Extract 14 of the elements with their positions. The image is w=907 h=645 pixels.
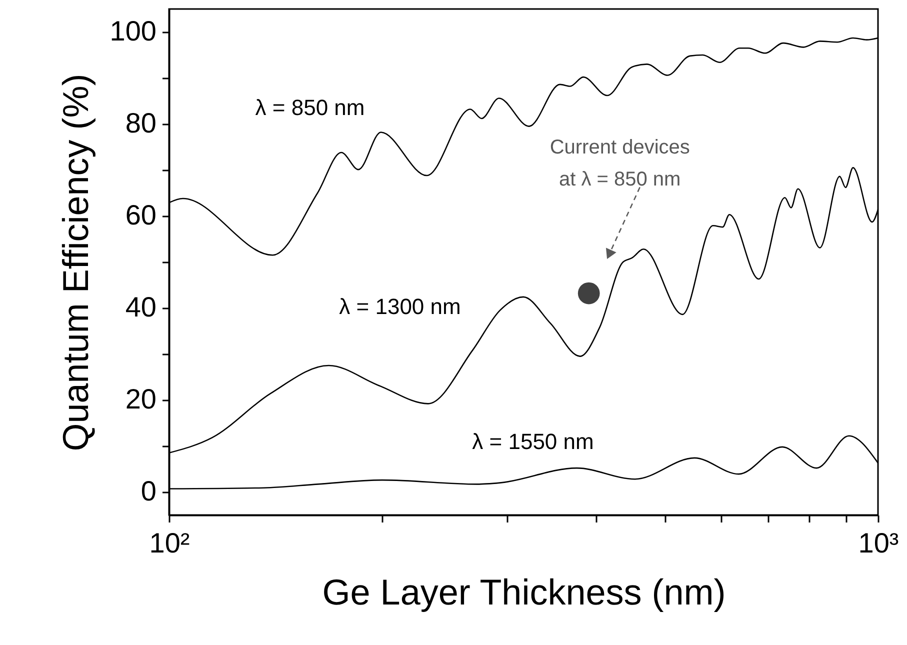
y-tick-label: 40 xyxy=(125,292,156,322)
y-tick-label: 80 xyxy=(125,108,156,138)
y-axis-title: Quantum Efficiency (%) xyxy=(54,74,96,452)
y-tick-label: 20 xyxy=(125,384,156,414)
series-label: λ = 1300 nm xyxy=(339,294,461,319)
series-label: λ = 1550 nm xyxy=(472,429,594,454)
series-label: λ = 850 nm xyxy=(255,95,365,120)
x-axis-title: Ge Layer Thickness (nm) xyxy=(322,572,726,612)
y-tick-label: 0 xyxy=(140,476,156,506)
x-tick-label: 10³ xyxy=(858,528,899,558)
y-tick-label: 60 xyxy=(125,200,156,230)
y-tick-label: 100 xyxy=(110,16,156,46)
x-tick-label: 10² xyxy=(149,528,190,558)
annotation: Current devices at λ = 850 nm xyxy=(550,136,690,190)
